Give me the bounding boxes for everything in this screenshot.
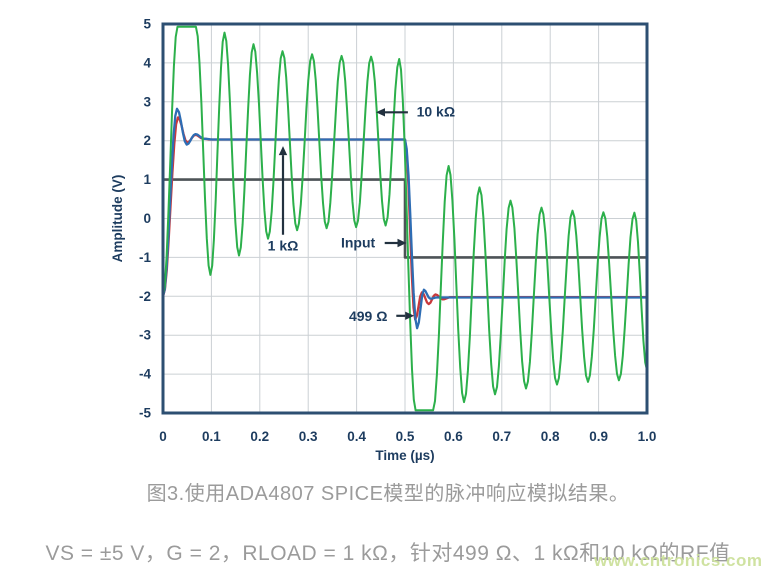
x-tick-label: 1.0 [638, 429, 657, 444]
y-axis-title: Amplitude (V) [110, 175, 125, 263]
annotation-input: Input [341, 235, 407, 251]
x-tick-label: 0.6 [444, 429, 463, 444]
x-tick-label: 0.1 [202, 429, 221, 444]
chart-svg: 5 4 3 2 1 0 -1 -2 -3 -4 -5 0 0.1 0.2 0.3 0.4 0.5 0.6 0.7 0.… [110, 17, 657, 464]
y-tick-label: 5 [143, 17, 151, 32]
series-rf-10k [162, 25, 648, 412]
watermark-text: www.cntronics.com [594, 551, 763, 570]
y-tick-label: 4 [143, 55, 151, 70]
annotation-arrowhead [278, 146, 288, 156]
y-tick-label: 0 [143, 211, 151, 226]
figure-caption: 图3.使用ADA4807 SPICE模型的脉冲响应模拟结果。 [146, 483, 630, 505]
y-tick-label: 2 [143, 133, 151, 148]
y-tick-label: -3 [139, 328, 151, 343]
figure-conditions: VS = ±5 V，G = 2，RLOAD = 1 kΩ，针对499 Ω、1 k… [45, 542, 731, 565]
pulse-response-chart: 5 4 3 2 1 0 -1 -2 -3 -4 -5 0 0.1 0.2 0.3 0.4 0.5 0.6 0.7 0.… [110, 17, 657, 464]
annotation-rf-10k: 10 kΩ [376, 104, 455, 120]
x-tick-label: 0.5 [396, 429, 415, 444]
x-tick-label: 0.3 [299, 429, 318, 444]
x-tick-label: 0 [159, 429, 167, 444]
x-tick-label: 0.4 [347, 429, 366, 444]
y-tick-label: -5 [139, 406, 151, 421]
annotation-rf-499: 499 Ω [349, 308, 415, 324]
annotation-label: 10 kΩ [417, 104, 455, 120]
y-tick-label: 3 [143, 94, 151, 109]
annotation-rf-1k: 1 kΩ [268, 146, 299, 253]
plot-frame [161, 22, 649, 415]
annotation-arrowhead [397, 238, 407, 248]
y-tick-label: 1 [143, 172, 151, 187]
annotation-arrowhead [376, 108, 385, 117]
x-axis-title: Time (µs) [375, 448, 434, 463]
x-tick-label: 0.2 [250, 429, 269, 444]
annotation-label: 1 kΩ [268, 237, 299, 253]
x-tick-label: 0.7 [492, 429, 511, 444]
annotation-label: Input [341, 235, 376, 251]
y-tick-label: -2 [139, 289, 151, 304]
x-tick-label: 0.8 [541, 429, 560, 444]
y-tick-label: -1 [139, 250, 151, 265]
x-tick-label: 0.9 [589, 429, 608, 444]
y-tick-label: -4 [139, 367, 151, 382]
annotation-arrowhead [405, 311, 415, 320]
annotation-label: 499 Ω [349, 308, 387, 324]
